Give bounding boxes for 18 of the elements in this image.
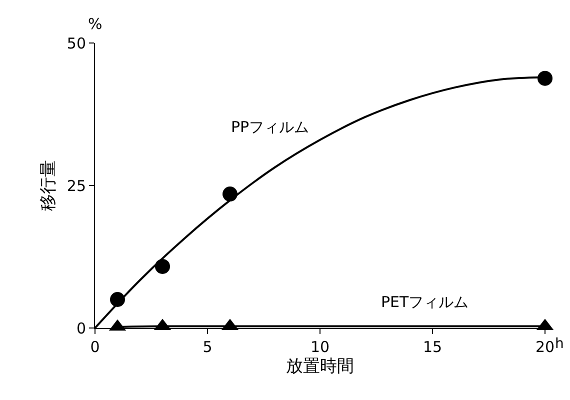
x-axis-title: 放置時間 xyxy=(286,356,354,376)
series-label: PETフィルム xyxy=(381,293,469,311)
x-tick-label: 10 xyxy=(310,338,330,356)
text: h xyxy=(555,336,564,352)
point xyxy=(222,186,238,202)
y-tick-label: 0 xyxy=(76,319,86,338)
text: % xyxy=(88,15,102,33)
y-axis-title: 移行量 xyxy=(38,160,58,211)
x-tick-label: 5 xyxy=(202,338,212,356)
point xyxy=(155,258,170,274)
point xyxy=(110,292,125,307)
x-tick-label: 0 xyxy=(90,338,100,356)
y-tick-label: 25 xyxy=(66,176,86,195)
x-tick-label: 15 xyxy=(422,338,442,356)
y-tick-label: 50 xyxy=(66,34,86,52)
point xyxy=(538,70,552,86)
series-label: PPフィルム xyxy=(231,118,310,136)
x-tick-label: 20 xyxy=(535,338,555,356)
